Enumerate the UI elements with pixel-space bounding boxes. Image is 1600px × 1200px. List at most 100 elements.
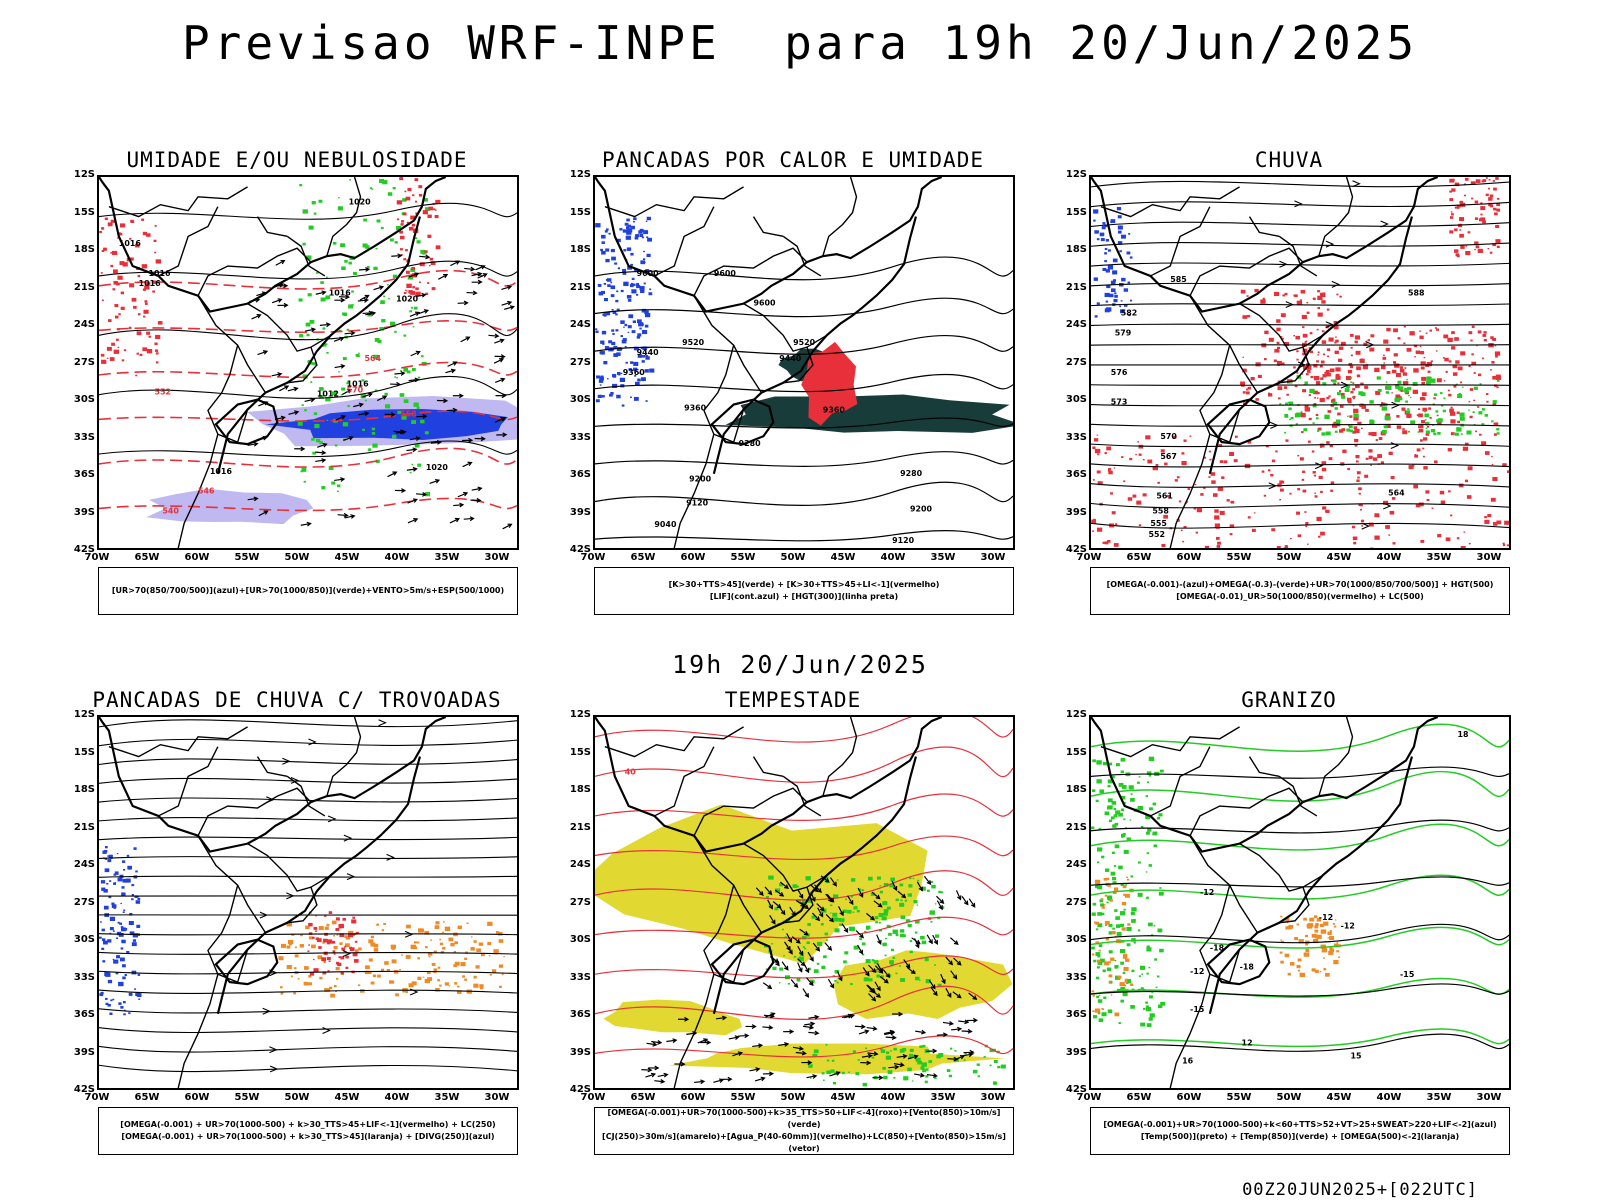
contour-label: 564 xyxy=(1388,489,1405,498)
contour-label: 1020 xyxy=(426,463,449,472)
longitude-tick-label: 55W xyxy=(730,552,756,563)
jet-yellow-southwest xyxy=(603,999,743,1036)
longitude-tick-label: 55W xyxy=(730,1092,756,1103)
longitude-tick-label: 50W xyxy=(780,552,806,563)
contour-label: 546 xyxy=(198,487,215,496)
longitude-tick-label: 60W xyxy=(680,1092,706,1103)
contour-label: 18 xyxy=(1457,730,1469,739)
latitude-tick-label: 15S xyxy=(73,746,95,758)
base-map-borders xyxy=(1091,717,1439,1088)
longitude-tick-label: 65W xyxy=(1126,552,1152,563)
base-map-borders xyxy=(99,717,447,1088)
contour-label: 1016 xyxy=(329,289,352,298)
longitude-tick-label: 35W xyxy=(1426,552,1452,563)
latitude-tick-label: 18S xyxy=(1065,784,1087,795)
longitude-tick-label: 45W xyxy=(1326,552,1352,563)
contour-label: 9120 xyxy=(686,498,709,507)
longitude-tick-label: 45W xyxy=(334,1092,360,1103)
contour-label: 1016 xyxy=(139,279,162,288)
contour-label: 9360 xyxy=(823,405,846,414)
latitude-tick-label: 36S xyxy=(1065,1009,1087,1020)
longitude-tick-label: 65W xyxy=(134,552,160,563)
latitude-tick-label: 18S xyxy=(569,244,591,255)
longitude-tick-label: 35W xyxy=(930,552,956,563)
legend-line: [OMEGA(-0.001)+UR>70(1000-500)+k<60+TTS>… xyxy=(1103,1120,1497,1129)
latitude-tick-label: 21S xyxy=(73,821,95,833)
hgt300-contours xyxy=(595,256,1013,542)
latitude-tick-label: 18S xyxy=(73,784,95,795)
longitude-tick-label: 55W xyxy=(1226,552,1252,563)
contour-label: -18 xyxy=(1210,943,1225,952)
latitude-tick-label: 18S xyxy=(73,244,95,255)
latitude-tick-label: 30S xyxy=(569,394,591,405)
forecast-time-label: 19h 20/Jun/2025 xyxy=(672,650,928,679)
latitude-tick-label: 42S xyxy=(1065,544,1087,555)
longitude-tick-label: 40W xyxy=(384,1092,410,1103)
contour-label: 9200 xyxy=(689,475,712,484)
longitude-tick-label: 65W xyxy=(1126,1092,1152,1103)
contour-label: -18 xyxy=(1240,962,1255,971)
contour-label: 9280 xyxy=(739,439,762,448)
latitude-tick-label: 21S xyxy=(1065,821,1087,833)
contour-label: 579 xyxy=(1115,328,1132,337)
latitude-tick-label: 21S xyxy=(569,281,591,293)
contour-label: 9040 xyxy=(654,520,677,529)
map-plot-area xyxy=(97,715,519,1090)
jet-yellow-area xyxy=(595,804,928,965)
legend-line: [OMEGA(-0.001) + UR>70(1000-500) + k>30_… xyxy=(120,1120,496,1129)
latitude-tick-label: 12S xyxy=(1065,709,1087,720)
contour-label: 582 xyxy=(1121,309,1138,318)
latitude-tick-label: 36S xyxy=(1065,469,1087,480)
latitude-tick-label: 42S xyxy=(73,1084,95,1095)
longitude-tick-label: 70W xyxy=(84,1092,110,1103)
thickness-red-hatch-north xyxy=(396,177,441,296)
contour-label: -12 xyxy=(1319,913,1333,922)
contour-label: 9200 xyxy=(910,504,933,513)
contour-label: 9360 xyxy=(684,403,707,412)
lc850-red-streamlines xyxy=(595,717,1013,1058)
contour-label: 567 xyxy=(1160,452,1177,461)
longitude-tick-label: 70W xyxy=(1076,1092,1102,1103)
map-plot-area: 9600 9600 9520 9440 9360 9520 9440 9360 9360 9280… xyxy=(593,175,1015,550)
latitude-tick-label: 36S xyxy=(73,1009,95,1020)
streamlines xyxy=(99,719,517,1073)
panel-legend: [OMEGA(-0.001)+UR>70(1000-500)+k>35_TTS>… xyxy=(594,1107,1014,1155)
longitude-tick-label: 60W xyxy=(1176,1092,1202,1103)
map-panel-3: CHUVA 585 582 579 576 573 570 567 564 561 558 555 55… xyxy=(1044,148,1534,638)
longitude-tick-label: 50W xyxy=(284,552,310,563)
contour-label: 9600 xyxy=(637,269,660,278)
longitude-tick-label: 35W xyxy=(434,1092,460,1103)
contour-label: -15 xyxy=(1190,1005,1204,1014)
latitude-tick-label: 42S xyxy=(73,544,95,555)
contour-label: 564 xyxy=(364,354,381,363)
map-plot-area: -12 -12 -12 -12 -18 -18 -15 -15 16 12 15 18 xyxy=(1089,715,1511,1090)
contour-label: 40 xyxy=(625,767,637,776)
longitude-tick-label: 50W xyxy=(1276,1092,1302,1103)
longitude-tick-label: 65W xyxy=(134,1092,160,1103)
contour-label: 1012 xyxy=(317,390,339,399)
longitude-tick-label: 50W xyxy=(1276,552,1302,563)
legend-line: [OMEGA(-0.001) + UR>70(1000-500) + k>30_… xyxy=(121,1132,495,1141)
base-map-borders xyxy=(99,177,447,548)
latitude-tick-label: 12S xyxy=(569,169,591,180)
longitude-tick-label: 35W xyxy=(930,1092,956,1103)
base-map-borders xyxy=(595,177,943,548)
longitude-tick-label: 60W xyxy=(184,552,210,563)
latitude-tick-label: 30S xyxy=(73,394,95,405)
latitude-tick-label: 30S xyxy=(1065,394,1087,405)
main-title: Previsao WRF-INPE para 19h 20/Jun/2025 xyxy=(181,16,1419,70)
contour-label: 1016 xyxy=(149,269,172,278)
latitude-tick-label: 39S xyxy=(73,506,95,518)
latitude-tick-label: 30S xyxy=(73,934,95,945)
longitude-tick-label: 40W xyxy=(384,552,410,563)
panel-title: TEMPESTADE xyxy=(724,688,862,712)
legend-line: [K>30+TTS>45](verde) + [K>30+TTS>45+LI<-… xyxy=(668,580,940,589)
panel-title: PANCADAS DE CHUVA C/ TROVOADAS xyxy=(92,688,502,712)
latitude-tick-label: 15S xyxy=(73,206,95,218)
contour-label: 588 xyxy=(1408,289,1425,298)
longitude-tick-label: 50W xyxy=(284,1092,310,1103)
longitude-tick-label: 45W xyxy=(830,1092,856,1103)
longitude-tick-label: 30W xyxy=(484,552,510,563)
latitude-tick-label: 33S xyxy=(73,431,95,443)
thickness-dashed-contours xyxy=(99,269,517,512)
